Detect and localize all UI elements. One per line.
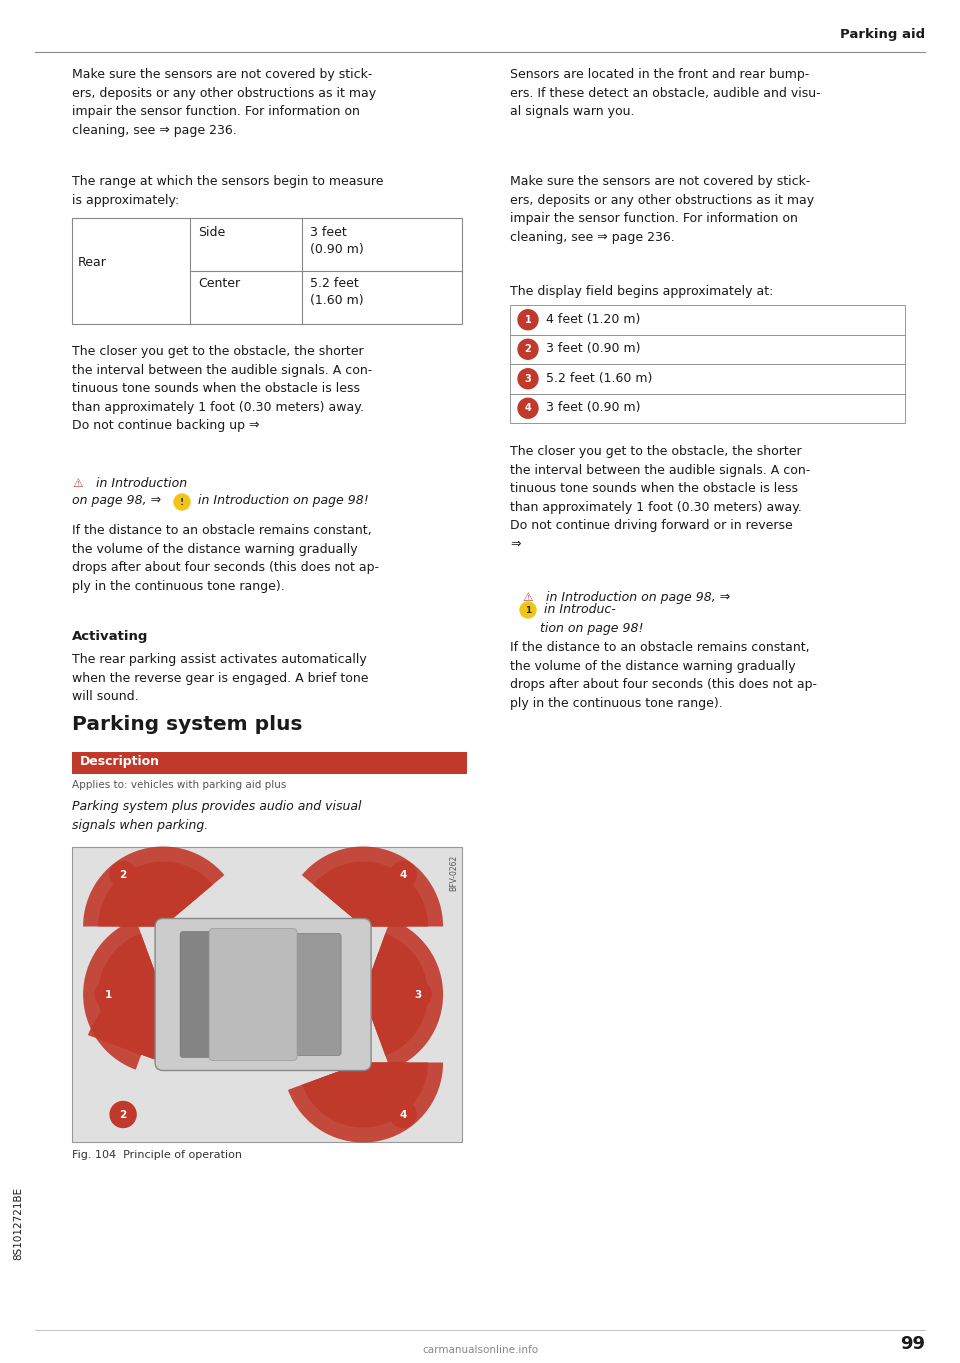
Text: ⚠: ⚠ [72,477,83,491]
Text: 2: 2 [119,1109,127,1119]
Text: 3 feet
(0.90 m): 3 feet (0.90 m) [310,226,364,256]
Text: BFV-0262: BFV-0262 [449,855,458,891]
Wedge shape [363,953,408,1037]
Circle shape [110,1101,136,1127]
Bar [72,218,462,324]
Text: 1: 1 [524,315,532,324]
Text: Activating: Activating [72,630,149,643]
Circle shape [520,602,536,617]
Text: carmanualsonline.info: carmanualsonline.info [422,1345,538,1355]
Text: 1: 1 [525,605,531,615]
Text: 5.2 feet
(1.60 m): 5.2 feet (1.60 m) [310,277,364,307]
Text: 99: 99 [900,1334,925,1353]
Text: on page 98, ⇒: on page 98, ⇒ [72,493,161,507]
Wedge shape [118,953,163,1037]
Text: Parking aid: Parking aid [840,29,925,41]
Text: Description: Description [80,755,160,767]
Text: 1: 1 [105,990,111,999]
Text: Sensors are located in the front and rear bump-
ers. If these detect an obstacle: Sensors are located in the front and rea… [510,68,821,119]
Text: 8S1012721BE: 8S1012721BE [13,1187,23,1259]
FancyBboxPatch shape [156,919,372,1070]
Text: Applies to: vehicles with parking aid plus: Applies to: vehicles with parking aid pl… [72,780,286,791]
Text: Rear: Rear [78,256,107,269]
Wedge shape [84,846,225,927]
Wedge shape [288,1063,444,1142]
Bar [72,846,462,1142]
Wedge shape [102,998,228,1063]
Wedge shape [363,934,428,1055]
Text: 3: 3 [524,373,532,384]
Circle shape [95,981,121,1007]
Text: 3 feet (0.90 m): 3 feet (0.90 m) [546,401,640,414]
Text: The range at which the sensors begin to measure
is approximately:: The range at which the sensors begin to … [72,174,383,207]
Bar [510,364,905,394]
Text: If the distance to an obstacle remains constant,
the volume of the distance warn: If the distance to an obstacle remains c… [72,523,379,593]
Bar [510,334,905,364]
Text: 4: 4 [399,1109,407,1119]
Wedge shape [98,934,163,1055]
Text: 2: 2 [119,870,127,879]
Circle shape [518,398,538,418]
Circle shape [518,369,538,388]
Text: in Introduction: in Introduction [92,477,187,491]
Circle shape [518,339,538,360]
Text: 4: 4 [524,403,532,413]
Wedge shape [88,983,243,1063]
Wedge shape [118,882,198,927]
Text: The rear parking assist activates automatically
when the reverse gear is engaged: The rear parking assist activates automa… [72,653,369,703]
Circle shape [174,493,190,510]
Circle shape [110,861,136,887]
Text: 4 feet (1.20 m): 4 feet (1.20 m) [546,312,640,326]
Wedge shape [301,846,444,927]
Circle shape [390,1101,416,1127]
Text: Parking system plus: Parking system plus [72,716,302,735]
Text: Make sure the sensors are not covered by stick-
ers, deposits or any other obstr: Make sure the sensors are not covered by… [510,174,814,244]
Bar [510,305,905,334]
Wedge shape [302,1063,428,1127]
FancyBboxPatch shape [290,934,341,1055]
Text: ⚠: ⚠ [522,592,533,604]
Circle shape [405,981,431,1007]
Text: in Introduction on page 98!: in Introduction on page 98! [194,493,369,507]
Text: 4: 4 [399,870,407,879]
FancyBboxPatch shape [209,928,297,1060]
Wedge shape [84,919,163,1070]
Text: !: ! [180,497,184,507]
Text: in Introduc-
tion on page 98!: in Introduc- tion on page 98! [540,602,643,635]
Text: Center: Center [198,277,240,290]
Wedge shape [321,1063,408,1108]
Circle shape [390,861,416,887]
Wedge shape [98,861,213,927]
Wedge shape [121,1018,208,1063]
Text: Side: Side [198,226,226,239]
Wedge shape [313,861,428,927]
Text: The closer you get to the obstacle, the shorter
the interval between the audible: The closer you get to the obstacle, the … [510,444,810,551]
Text: Fig. 104  Principle of operation: Fig. 104 Principle of operation [72,1150,242,1160]
Circle shape [518,309,538,330]
Text: in Introduction on page 98, ⇒: in Introduction on page 98, ⇒ [542,592,731,604]
Text: 2: 2 [524,345,532,354]
Wedge shape [363,919,444,1070]
FancyBboxPatch shape [180,931,246,1058]
Text: 3: 3 [415,990,421,999]
Text: The closer you get to the obstacle, the shorter
the interval between the audible: The closer you get to the obstacle, the … [72,345,372,432]
Text: 3 feet (0.90 m): 3 feet (0.90 m) [546,342,640,356]
Text: If the distance to an obstacle remains constant,
the volume of the distance warn: If the distance to an obstacle remains c… [510,641,817,710]
Text: 5.2 feet (1.60 m): 5.2 feet (1.60 m) [546,372,653,384]
Text: The display field begins approximately at:: The display field begins approximately a… [510,285,774,298]
Wedge shape [328,882,408,927]
Bar [510,394,905,423]
Text: Parking system plus provides audio and visual
signals when parking.: Parking system plus provides audio and v… [72,800,362,831]
Bar [72,752,467,774]
Text: Make sure the sensors are not covered by stick-
ers, deposits or any other obstr: Make sure the sensors are not covered by… [72,68,376,136]
